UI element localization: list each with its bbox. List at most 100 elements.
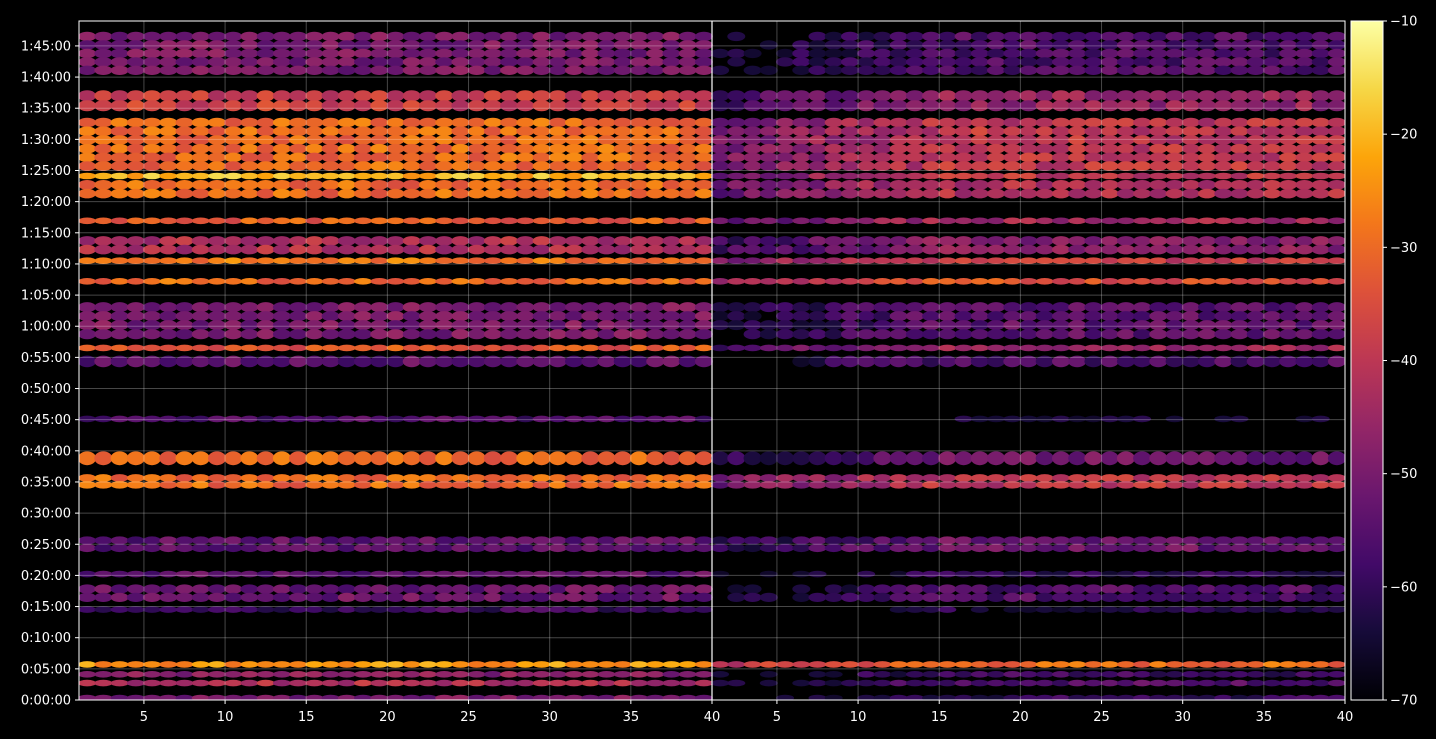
heatmap-cell	[759, 143, 778, 154]
heatmap-cell	[370, 40, 389, 50]
heatmap-cell	[500, 57, 519, 67]
heatmap-cell	[678, 344, 697, 352]
heatmap-cell	[94, 48, 113, 59]
heatmap-cell	[581, 592, 600, 603]
heatmap-cell	[272, 217, 291, 225]
heatmap-cell	[824, 671, 843, 678]
heatmap-cell	[824, 188, 843, 199]
heatmap-cell	[727, 536, 746, 545]
heatmap-cell	[289, 217, 308, 225]
heatmap-cell	[467, 40, 486, 50]
heatmap-cell	[175, 355, 194, 368]
heatmap-cell	[938, 679, 957, 687]
heatmap-cell	[630, 661, 648, 668]
heatmap-cell	[1214, 543, 1233, 553]
heatmap-cell	[694, 65, 713, 76]
heatmap-cell	[175, 474, 194, 482]
heatmap-cell	[1181, 40, 1200, 50]
heatmap-cell	[630, 40, 648, 50]
heatmap-cell	[630, 172, 648, 180]
heatmap-cell	[370, 606, 389, 613]
heatmap-cell	[565, 143, 583, 154]
heatmap-cell	[1198, 40, 1216, 50]
heatmap-cell	[1181, 451, 1200, 466]
heatmap-cell	[759, 344, 778, 352]
heatmap-cell	[191, 302, 210, 313]
heatmap-cell	[1327, 117, 1345, 128]
heatmap-cell	[305, 302, 324, 313]
heatmap-cell	[435, 31, 454, 42]
heatmap-cell	[1084, 152, 1103, 163]
heatmap-cell	[548, 40, 567, 50]
heatmap-cell	[419, 90, 437, 102]
heatmap-cell	[1327, 584, 1345, 594]
heatmap-cell	[905, 278, 924, 285]
heatmap-cell	[678, 161, 697, 171]
heatmap-cell	[191, 100, 210, 112]
heatmap-cell	[970, 244, 989, 255]
heatmap-cell	[776, 126, 794, 137]
heatmap-cell	[630, 415, 648, 423]
heatmap-cell	[905, 244, 924, 255]
heatmap-cell	[857, 592, 876, 603]
heatmap-cell	[175, 188, 194, 199]
heatmap-cell	[1214, 57, 1233, 67]
heatmap-cell	[824, 244, 843, 255]
heatmap-cell	[126, 302, 145, 313]
heatmap-cell	[922, 236, 941, 246]
heatmap-cell	[1246, 584, 1265, 594]
heatmap-cell	[954, 188, 973, 199]
heatmap-cell	[224, 694, 243, 700]
heatmap-cell	[889, 40, 908, 50]
heatmap-cell	[500, 90, 519, 102]
heatmap-cell	[532, 257, 551, 265]
heatmap-cell	[1100, 180, 1119, 190]
heatmap-cell	[191, 355, 210, 368]
heatmap-cell	[1246, 311, 1265, 322]
heatmap-cell	[597, 48, 616, 59]
heatmap-cell	[483, 90, 502, 102]
heatmap-cell	[289, 302, 308, 313]
heatmap-cell	[208, 172, 226, 180]
heatmap-cell	[922, 481, 941, 489]
heatmap-cell	[759, 481, 778, 489]
heatmap-cell	[954, 474, 973, 482]
heatmap-cell	[1019, 671, 1038, 678]
heatmap-cell	[467, 311, 486, 322]
heatmap-cell	[1100, 679, 1119, 687]
heatmap-cell	[94, 481, 113, 489]
heatmap-cell	[889, 65, 908, 76]
heatmap-cell	[841, 592, 859, 603]
heatmap-cell	[419, 57, 437, 67]
heatmap-cell	[256, 152, 275, 163]
heatmap-cell	[841, 302, 859, 313]
heatmap-cell	[500, 355, 519, 368]
heatmap-cell	[289, 584, 308, 594]
heatmap-cell	[435, 244, 454, 255]
heatmap-cell	[435, 543, 454, 553]
heatmap-cell	[435, 135, 454, 145]
heatmap-cell	[79, 415, 97, 423]
heatmap-cell	[889, 57, 908, 67]
heatmap-cell	[467, 543, 486, 553]
heatmap-cell	[272, 355, 291, 368]
heatmap-cell	[1279, 236, 1298, 246]
heatmap-cell	[337, 90, 356, 102]
heatmap-cell	[354, 481, 372, 489]
heatmap-cell	[565, 31, 583, 42]
heatmap-cell	[711, 474, 730, 482]
heatmap-cell	[1003, 543, 1022, 553]
heatmap-cell	[386, 161, 405, 171]
heatmap-cell	[516, 694, 535, 700]
heatmap-cell	[94, 31, 113, 42]
heatmap-cell	[841, 65, 859, 76]
heatmap-cell	[1003, 57, 1022, 67]
heatmap-cell	[597, 481, 616, 489]
heatmap-cell	[240, 180, 259, 190]
heatmap-cell	[500, 415, 519, 423]
heatmap-cell	[938, 671, 957, 678]
heatmap-cell	[1068, 135, 1087, 145]
heatmap-cell	[1230, 474, 1249, 482]
heatmap-cell	[370, 126, 389, 137]
heatmap-cell	[1149, 48, 1168, 59]
